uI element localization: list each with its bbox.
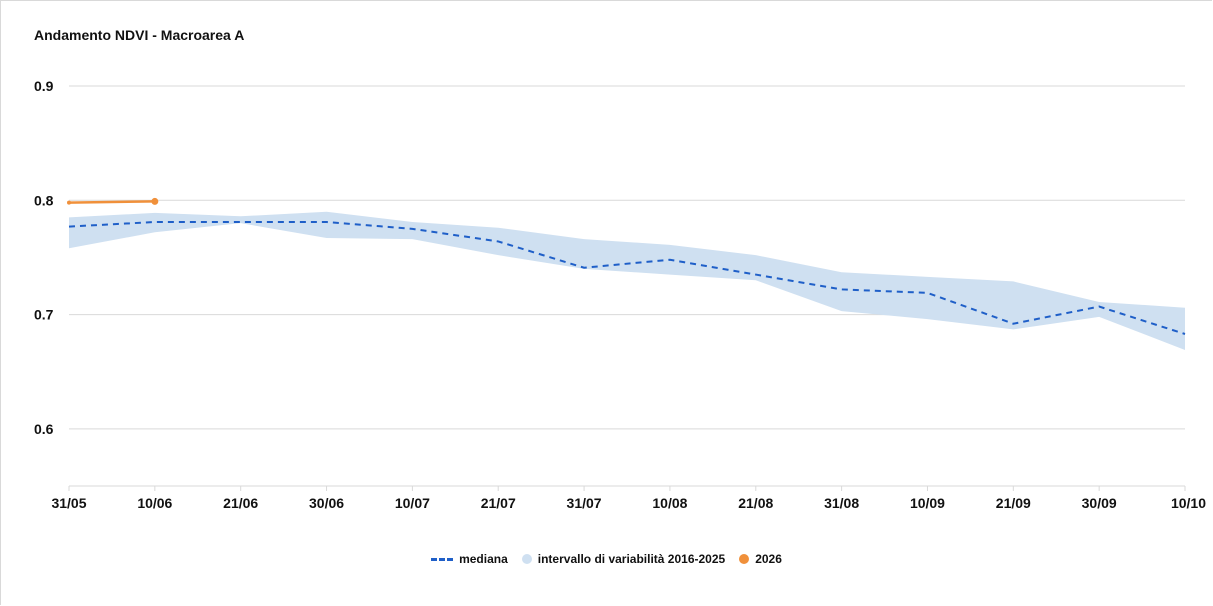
legend-median-swatch xyxy=(431,557,454,561)
median-line xyxy=(68,221,1186,335)
variability-band xyxy=(69,211,1185,350)
legend-median-label: mediana xyxy=(459,552,508,566)
x-tick-label: 10/07 xyxy=(395,495,430,511)
x-tick-label: 10/09 xyxy=(910,495,945,511)
x-tick-label: 10/08 xyxy=(652,495,687,511)
legend-band-label: intervallo di variabilità 2016-2025 xyxy=(537,552,726,566)
x-tick-label: 31/08 xyxy=(824,495,859,511)
legend-band-swatch xyxy=(521,554,532,564)
y-tick-label: 0.9 xyxy=(34,78,54,94)
series-2026-point xyxy=(151,197,159,205)
chart-legend: mediana intervallo di variabilità 2016-2… xyxy=(0,552,1213,566)
legend-current-label: 2026 xyxy=(755,552,782,566)
y-tick-label: 0.8 xyxy=(34,192,54,208)
chart-title: Andamento NDVI - Macroarea A xyxy=(34,27,245,43)
legend-item-current: 2026 xyxy=(739,552,782,566)
x-tick-label: 31/07 xyxy=(567,495,602,511)
x-tick-label: 10/10 xyxy=(1171,495,1206,511)
x-tick-label: 31/05 xyxy=(51,495,86,511)
legend-current-swatch xyxy=(739,554,750,564)
x-tick-label: 10/06 xyxy=(137,495,172,511)
series-2026-point xyxy=(67,200,71,205)
y-tick-label: 0.7 xyxy=(34,307,54,323)
x-tick-label: 30/09 xyxy=(1082,495,1117,511)
x-tick-label: 21/09 xyxy=(996,495,1031,511)
legend-item-band: intervallo di variabilità 2016-2025 xyxy=(521,552,726,566)
legend-item-median: mediana xyxy=(431,552,508,566)
y-tick-label: 0.6 xyxy=(34,421,54,437)
x-tick-label: 21/08 xyxy=(738,495,773,511)
series-2026-line xyxy=(68,200,155,204)
x-tick-label: 21/06 xyxy=(223,495,258,511)
x-tick-label: 21/07 xyxy=(481,495,516,511)
x-tick-label: 30/06 xyxy=(309,495,344,511)
